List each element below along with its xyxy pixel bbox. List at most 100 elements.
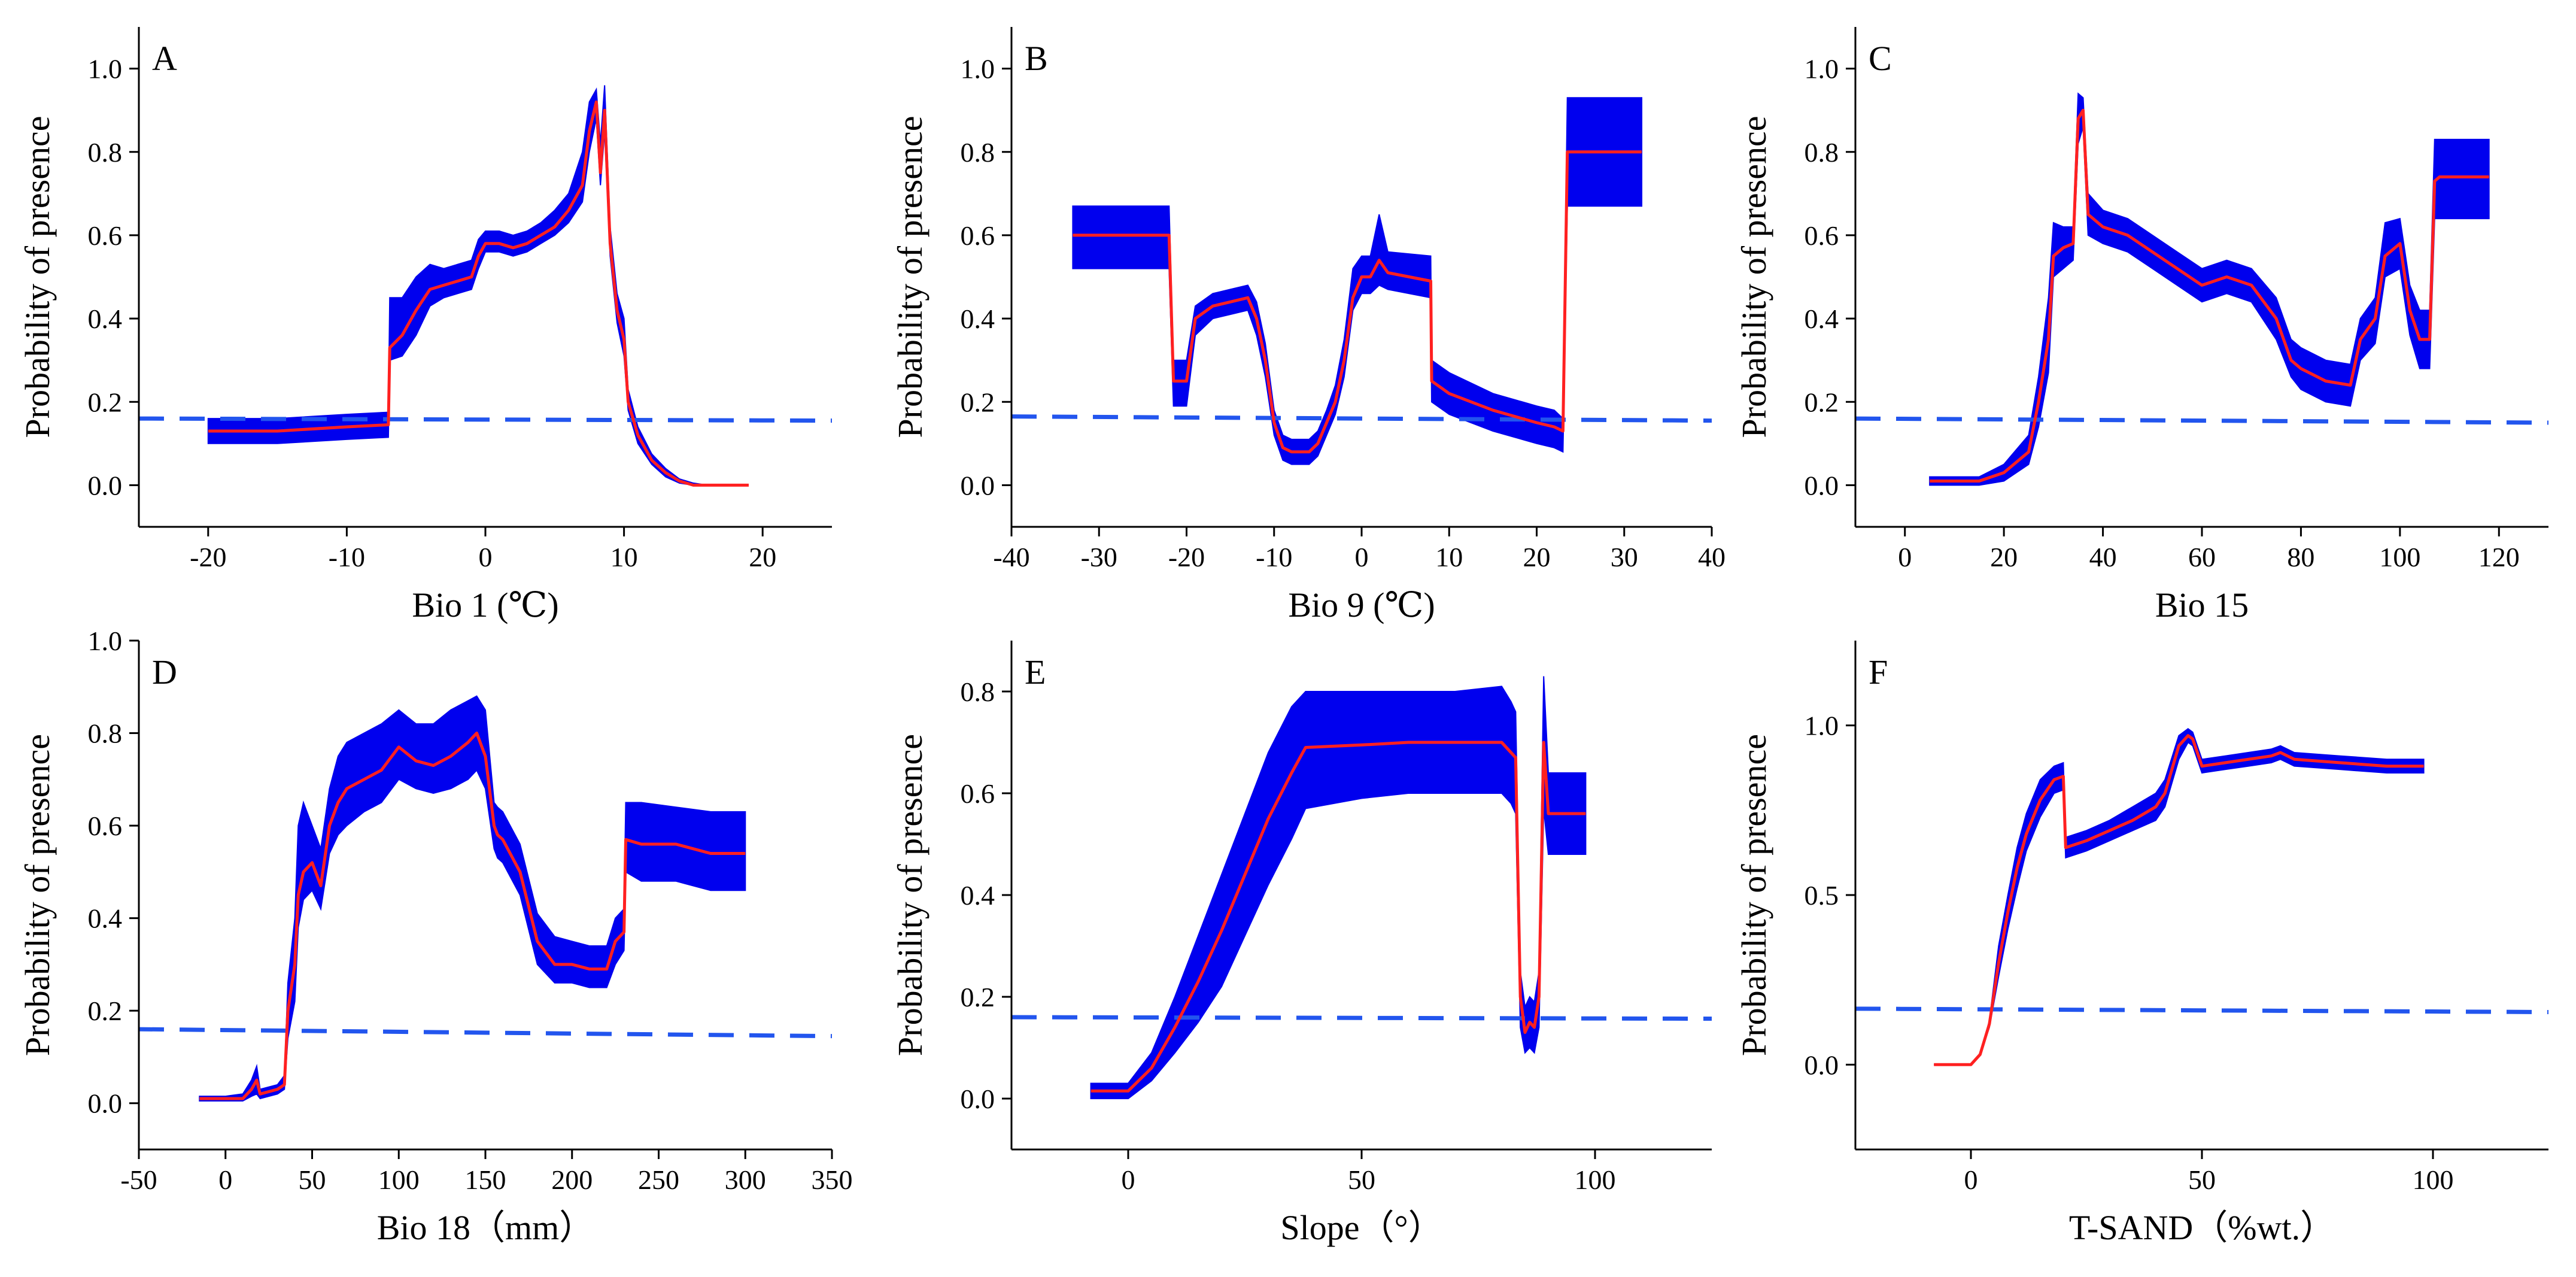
panel-c-x-tick-label: 80 <box>2287 542 2314 572</box>
panel-c-y-tick-label: 0.4 <box>1805 304 1839 334</box>
panel-f-x-tick-label: 50 <box>2188 1164 2216 1195</box>
panel-d-x-tick-label: 100 <box>378 1164 420 1195</box>
panel-d-mean-curve <box>199 732 746 1100</box>
panel-b-confidence-band <box>1072 97 1642 465</box>
panel-f-y-tick-label: 1.0 <box>1805 711 1839 741</box>
panel-d-x-tick-label: -50 <box>120 1164 157 1195</box>
panel-c-y-tick-label: 0.6 <box>1805 220 1839 251</box>
panel-b-y-tick-label: 1.0 <box>961 54 995 84</box>
panel-c-x-axis-title: Bio 15 <box>2155 586 2249 624</box>
panel-a-x-tick-label: 20 <box>749 542 776 572</box>
panel-c-letter: C <box>1869 39 1892 78</box>
panel-a-x-tick-label: -20 <box>190 542 226 572</box>
panel-e-y-tick-label: 0.6 <box>961 778 995 809</box>
panel-b: -40 -30 -20 -10 0 10 20 30 40 0.0 0.2 0.4 0.6 0.8 1.0 B… <box>891 27 1726 624</box>
panel-f-letter: F <box>1869 653 1888 691</box>
panel-e-x-tick-label: 50 <box>1348 1164 1375 1195</box>
panel-d-y-tick-label: 0.4 <box>88 903 123 934</box>
panel-d-x-tick-label: 350 <box>812 1164 853 1195</box>
panel-c-x-tick-label: 120 <box>2478 542 2520 572</box>
panel-b-x-tick-label: 20 <box>1523 542 1551 572</box>
panel-e-x-axis-title: Slope（°） <box>1280 1208 1442 1247</box>
panel-a-y-tick-label: 0.8 <box>88 137 123 168</box>
panel-a-y-axis-title: Probability of presence <box>18 116 57 438</box>
panel-d-y-tick-label: 0.0 <box>88 1088 123 1119</box>
panel-e-x-tick-label: 0 <box>1122 1164 1135 1195</box>
panel-a-threshold-line <box>138 416 833 423</box>
panel-b-x-tick-label: -20 <box>1168 542 1205 572</box>
panel-b-y-tick-label: 0.4 <box>961 304 995 334</box>
panel-f-y-axis-title: Probability of presence <box>1734 734 1773 1056</box>
panel-b-x-tick-label: -30 <box>1081 542 1117 572</box>
panel-a-y-tick-label: 0.0 <box>88 470 123 501</box>
panel-c-x-tick-label: 0 <box>1898 542 1912 572</box>
panel-d-y-tick-label: 0.6 <box>88 811 123 841</box>
panel-a-y-tick-label: 0.6 <box>88 220 123 251</box>
panel-a-letter: A <box>152 39 177 78</box>
panel-d-y-tick-label: 0.8 <box>88 718 123 749</box>
panel-c-y-tick-label: 0.0 <box>1805 470 1839 501</box>
panel-b-y-axis-title: Probability of presence <box>891 116 929 438</box>
panel-b-y-tick-label: 0.6 <box>961 220 995 251</box>
panel-b-threshold-line <box>1011 414 1712 423</box>
panel-c-y-tick-label: 0.2 <box>1805 387 1839 417</box>
panel-b-mean-curve <box>1073 150 1642 454</box>
panel-a-mean-curve <box>208 100 749 487</box>
panel-c-mean-curve <box>1930 108 2489 483</box>
panel-d-x-tick-label: 300 <box>725 1164 766 1195</box>
panel-d-confidence-band <box>199 695 746 1102</box>
panel-c: 0 20 40 60 80 100 120 0.0 0.2 0.4 0.6 0.8 1.0 C Bio 15… <box>1734 27 2549 624</box>
panel-f-x-tick-label: 0 <box>1964 1164 1978 1195</box>
panel-a-x-tick-label: -10 <box>329 542 365 572</box>
panel-b-letter: B <box>1025 39 1048 78</box>
panel-e-y-axis-title: Probability of presence <box>891 734 929 1056</box>
panel-e-threshold-line <box>1011 1015 1712 1021</box>
panel-c-threshold-line <box>1855 416 2549 425</box>
panel-c-x-tick-label: 60 <box>2188 542 2216 572</box>
panel-c-y-tick-label: 1.0 <box>1805 54 1839 84</box>
panel-d-x-tick-label: 200 <box>551 1164 593 1195</box>
panel-d-x-tick-label: 250 <box>638 1164 679 1195</box>
panel-f-y-tick-label: 0.0 <box>1805 1049 1839 1080</box>
panel-c-x-tick-label: 100 <box>2379 542 2420 572</box>
panel-c-x-tick-label: 20 <box>1990 542 2018 572</box>
panel-b-y-tick-label: 0.2 <box>961 387 995 417</box>
panel-a-x-tick-label: 10 <box>610 542 638 572</box>
panel-f-x-axis-title: T-SAND（%wt.） <box>2069 1208 2335 1247</box>
panel-a-y-tick-label: 0.2 <box>88 387 123 417</box>
panel-b-y-tick-label: 0.8 <box>961 137 995 168</box>
panel-d-letter: D <box>152 653 177 691</box>
panel-e-confidence-band <box>1090 676 1587 1099</box>
panel-d-y-tick-label: 0.2 <box>88 996 123 1026</box>
panel-e-mean-curve <box>1090 741 1586 1093</box>
panel-b-x-tick-label: -40 <box>993 542 1029 572</box>
panel-b-x-tick-label: 0 <box>1355 542 1369 572</box>
panel-e-y-tick-label: 0.4 <box>961 880 995 911</box>
panel-e-y-tick-label: 0.8 <box>961 677 995 707</box>
panel-a-x-axis-title: Bio 1 (℃) <box>412 586 558 624</box>
panel-d-y-tick-label: 1.0 <box>88 626 123 656</box>
panel-f-threshold-line <box>1855 1006 2549 1014</box>
panel-b-x-tick-label: -10 <box>1256 542 1292 572</box>
panel-f-x-tick-label: 100 <box>2413 1164 2454 1195</box>
panel-d-x-tick-label: 50 <box>299 1164 326 1195</box>
panel-b-x-tick-label: 40 <box>1698 542 1726 572</box>
panel-e: 0 50 100 0.0 0.2 0.4 0.6 0.8 E Slope（°） Probabilit… <box>891 641 1712 1247</box>
panel-d: -50 0 50 100 150 200 250 300 350 0.0 0.2 0.4 0.6 0.8 1… <box>18 626 853 1247</box>
panel-b-x-axis-title: Bio 9 (℃) <box>1288 586 1435 624</box>
panel-f-mean-curve <box>1934 734 2424 1066</box>
panel-a-x-tick-label: 0 <box>479 542 493 572</box>
panel-f-y-tick-label: 0.5 <box>1805 880 1839 911</box>
panel-b-x-tick-label: 10 <box>1435 542 1463 572</box>
panel-f: 0 50 100 0.0 0.5 1.0 F T-SAND（%wt.） Probability … <box>1734 641 2549 1247</box>
panel-e-y-tick-label: 0.2 <box>961 982 995 1012</box>
panel-a-y-tick-label: 0.4 <box>88 304 123 334</box>
panel-a-y-tick-label: 1.0 <box>88 54 123 84</box>
panel-d-x-tick-label: 0 <box>218 1164 232 1195</box>
panel-e-y-tick-label: 0.0 <box>961 1084 995 1114</box>
panel-b-x-tick-label: 30 <box>1611 542 1638 572</box>
panel-a: -20 -10 0 10 20 0.0 0.2 0.4 0.6 0.8 1.0 A Bio 1 (℃) P… <box>18 27 833 624</box>
panel-e-letter: E <box>1025 653 1046 691</box>
